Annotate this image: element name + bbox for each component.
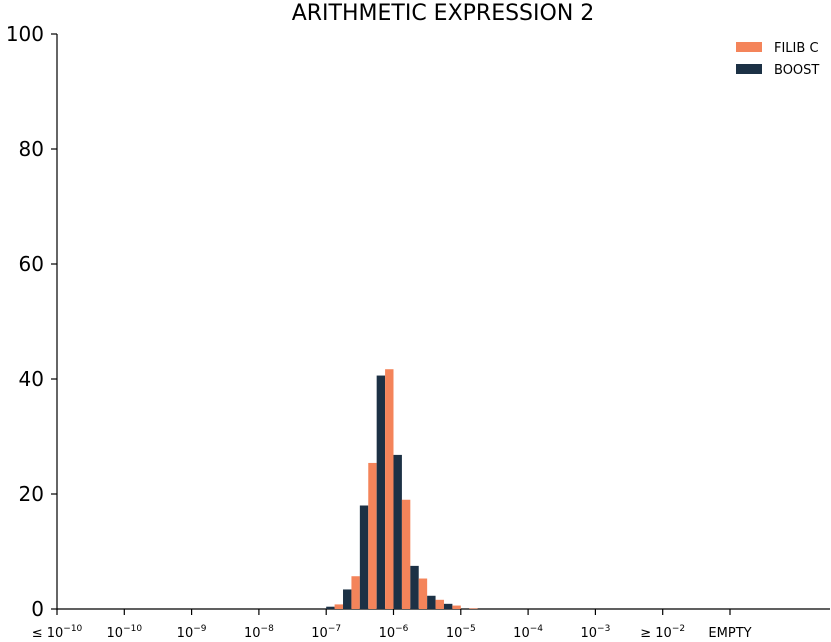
bar-filib-c (452, 605, 461, 609)
chart-title: ARITHMETIC EXPRESSION 2 (292, 1, 595, 26)
bar-filib-c (418, 578, 428, 609)
legend-swatch (736, 42, 762, 52)
bar-filib-c (334, 604, 344, 609)
x-tick-label: 10−6 (379, 624, 409, 641)
bar-boost (376, 375, 386, 609)
x-tick-label: 10−10 (107, 624, 143, 641)
x-tick-label: 10−3 (580, 624, 610, 641)
y-tick-label: 0 (31, 597, 44, 621)
x-tick-label: ≥ 10−2 (640, 624, 685, 641)
x-tick-label: EMPTY (708, 626, 751, 641)
bars (326, 369, 478, 610)
bar-boost (393, 454, 402, 609)
bar-filib-c (435, 599, 444, 609)
bar-boost (427, 595, 436, 609)
bar-boost (410, 565, 419, 610)
legend: FILIB C BOOST (736, 41, 819, 78)
x-tick-label: ≤ 10−10 (32, 624, 83, 641)
y-axis: 0 20 40 60 80 100 (6, 22, 58, 621)
bar-filib-c (351, 576, 360, 609)
y-tick-label: 80 (19, 137, 44, 161)
legend-label: BOOST (774, 63, 819, 78)
bar-boost (443, 603, 453, 609)
y-tick-label: 20 (19, 482, 44, 506)
bar-boost (343, 589, 352, 609)
x-tick-label: 10−9 (177, 624, 207, 641)
bar-filib-c (368, 462, 377, 609)
bar-filib-c (469, 608, 478, 609)
x-tick-label: 10−8 (244, 624, 274, 641)
x-tick-label: 10−5 (446, 624, 476, 641)
y-tick-label: 100 (6, 22, 44, 46)
bar-filib-c (385, 369, 394, 609)
y-tick-label: 40 (19, 367, 44, 391)
x-axis: ≤ 10−10 10−10 10−9 10−8 10−7 10−6 10−5 10−4 10−3… (32, 608, 830, 641)
legend-swatch (736, 64, 762, 74)
y-tick-label: 60 (19, 252, 44, 276)
bar-boost (359, 505, 369, 609)
bar-filib-c (401, 499, 411, 609)
legend-label: FILIB C (774, 41, 819, 56)
x-tick-label: 10−7 (311, 624, 341, 641)
x-tick-label: 10−4 (513, 624, 543, 641)
bar-boost (326, 606, 335, 609)
